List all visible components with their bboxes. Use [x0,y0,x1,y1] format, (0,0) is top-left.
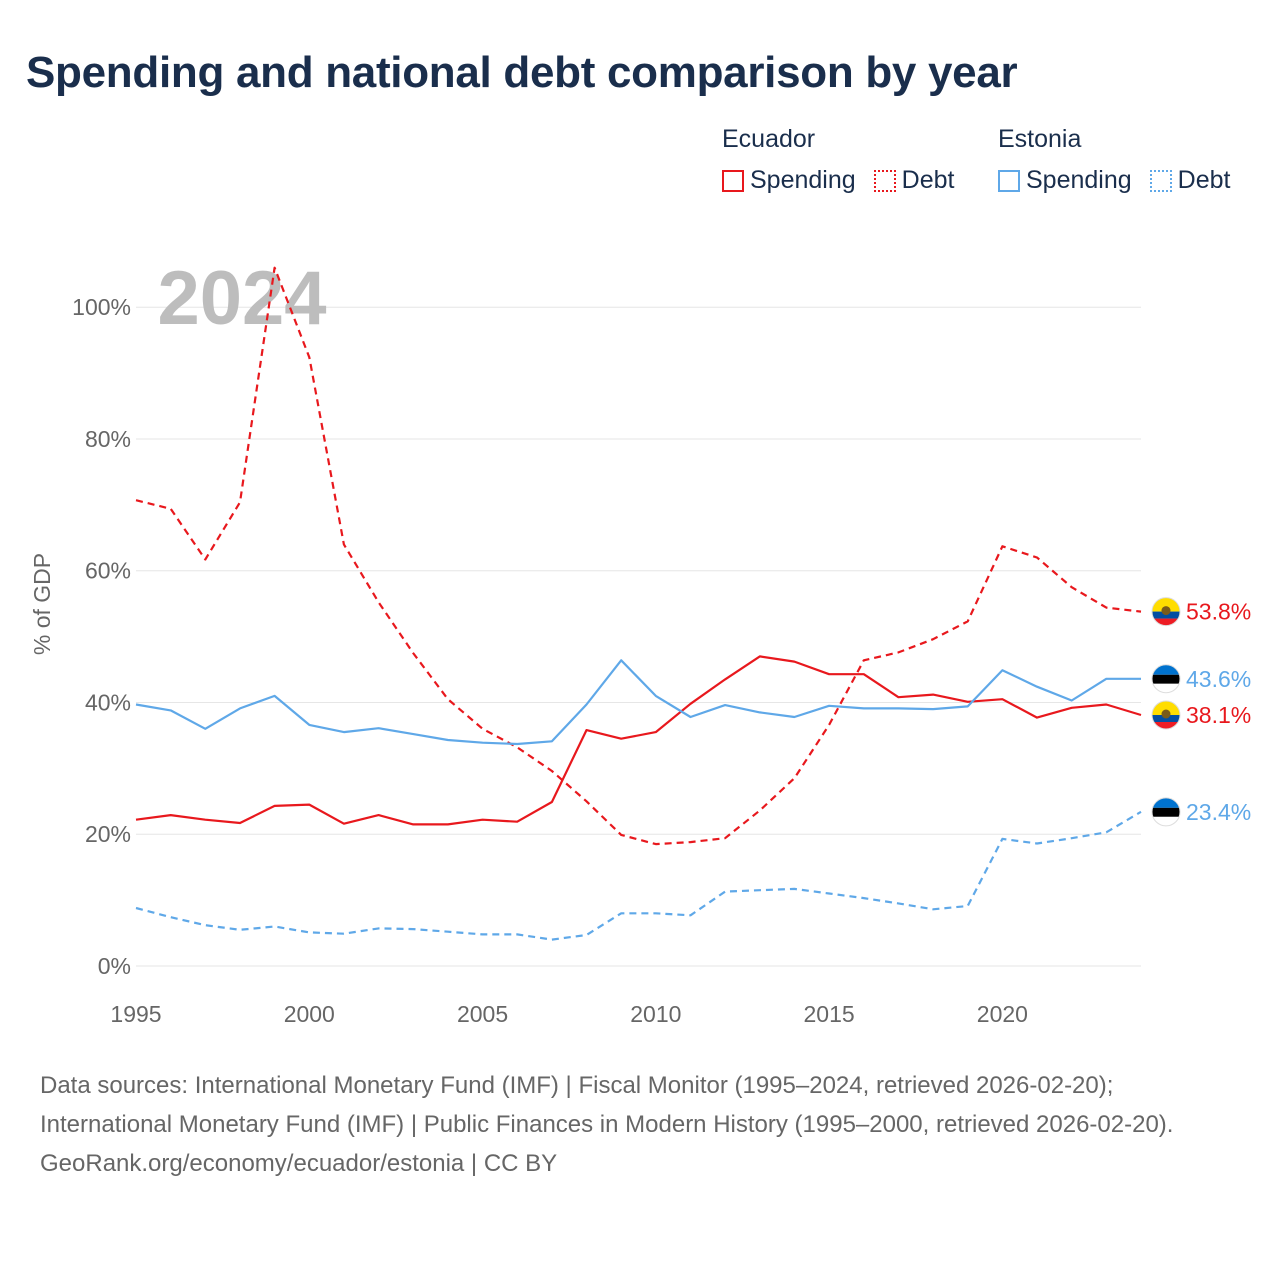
series-line-ecuador-debt [135,266,1142,846]
flag-border [1151,797,1181,827]
estonia-flag-icon [1151,797,1181,827]
legend-swatch-solid [722,169,744,192]
flag-stripe [1152,683,1180,693]
legend-item-ecuador-debt[interactable]: Debt [873,166,955,195]
series-line-estonia-spending [135,659,1141,746]
end-value-label: 53.8% [1186,599,1251,625]
legend-item-ecuador-spending[interactable]: Spending [722,166,856,195]
y-axis-label: % of GDP [29,553,55,655]
y-tick-label: 100% [72,294,131,320]
series-lines [135,266,1142,941]
y-tick-label: 40% [85,689,131,715]
flag-stripe [1152,807,1180,817]
x-tick-label: 2000 [284,1001,335,1027]
y-tick-label: 80% [85,426,131,452]
legend-country-estonia: Estonia [998,125,1082,153]
x-axis: 1995 2000 2005 2010 2015 2020 [110,1001,1028,1027]
flag-border [1151,597,1181,627]
legend-item-estonia-debt[interactable]: Debt [1149,166,1231,195]
estonia-flag-icon [1151,664,1181,694]
flag-emblem [1161,606,1171,616]
year-watermark: 2024 [157,256,326,341]
flag-stripe [1152,816,1180,826]
end-value-label: 23.4% [1186,799,1251,825]
x-tick-label: 1995 [110,1001,161,1027]
line-chart: 2024 0% 20% 40% 60% 80% 100% 1995 2000 2005 2010… [29,256,1251,1027]
flag-fill [1152,664,1180,693]
data-sources: Data sources: International Monetary Fun… [40,1072,1174,1138]
x-tick-label: 2015 [804,1001,855,1027]
series-line-estonia-debt [135,810,1142,941]
series-end-markers: 53.8% 43.6% 38.1% 23.4% [1151,597,1251,827]
legend-swatch-dotted [873,169,896,192]
flag-emblem [1161,709,1171,719]
y-axis: 0% 20% 40% 60% 80% 100% [72,294,131,979]
legend-label: Spending [1026,166,1132,194]
x-tick-label: 2010 [630,1001,681,1027]
end-value-label: 43.6% [1186,666,1251,692]
legend-item-estonia-spending[interactable]: Spending [998,166,1132,195]
legend-label: Debt [1177,166,1231,194]
legend-swatch-dotted [1149,169,1172,192]
legend-ecuador: Ecuador Spending Debt [722,124,972,195]
legend-swatch-solid [998,169,1020,192]
end-value-label: 38.1% [1186,702,1251,728]
page-title: Spending and national debt comparison by… [26,48,1018,97]
flag-stripe [1152,797,1180,808]
y-tick-label: 60% [85,558,131,584]
legend-estonia: Estonia Spending Debt [998,124,1248,195]
flag-stripe [1152,597,1180,612]
footer: Data sources: International Monetary Fun… [40,1066,1240,1183]
ecuador-flag-icon [1151,597,1181,627]
flag-fill [1152,597,1180,626]
flag-stripe [1152,700,1180,715]
grid [136,306,1141,967]
legend-label: Spending [750,166,856,194]
flag-stripe [1152,721,1180,729]
flag-stripe [1152,664,1180,675]
ecuador-flag-icon [1151,700,1181,730]
x-tick-label: 2020 [977,1001,1028,1027]
y-tick-label: 20% [85,821,131,847]
flag-fill [1152,797,1180,826]
flag-stripe [1152,674,1180,684]
legend-country-ecuador: Ecuador [722,125,816,153]
x-tick-label: 2005 [457,1001,508,1027]
flag-border [1151,664,1181,694]
flag-border [1151,700,1181,730]
y-tick-label: 0% [98,953,131,979]
legend-label: Debt [901,166,955,194]
flag-fill [1152,700,1180,729]
flag-stripe [1152,618,1180,626]
credit-link[interactable]: GeoRank.org/economy/ecuador/estonia | CC… [40,1150,558,1177]
